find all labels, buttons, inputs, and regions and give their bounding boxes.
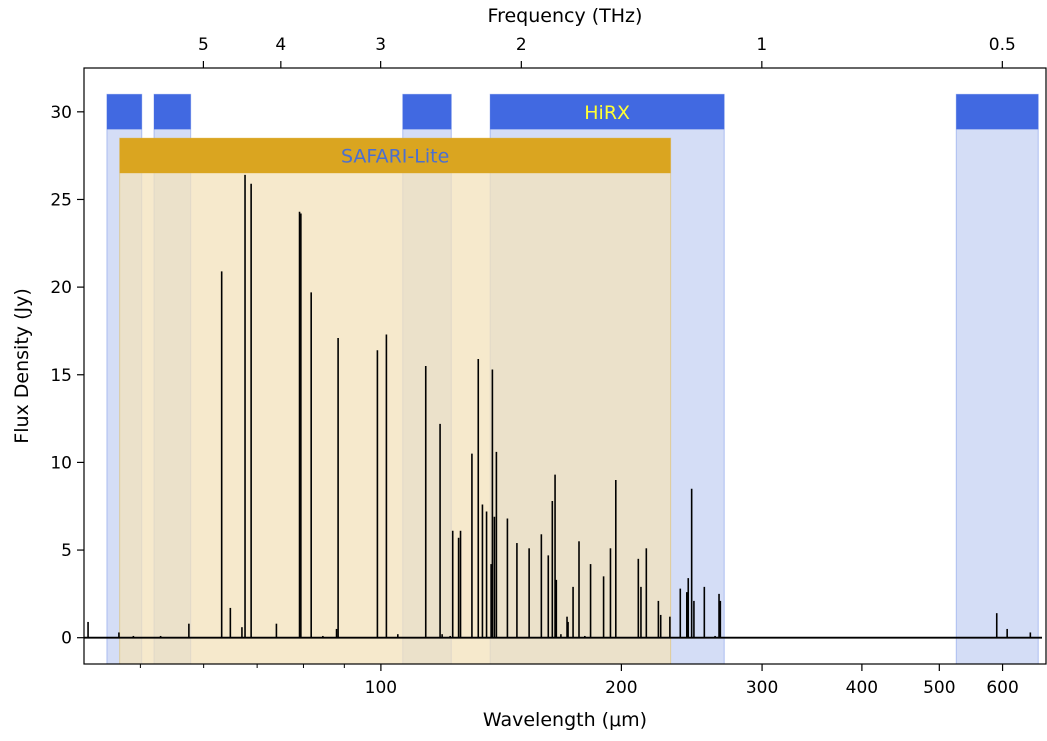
hirx-band-fill xyxy=(955,93,1039,665)
top-tick-label: 5 xyxy=(198,35,209,55)
band-label-layer: HiRX SAFARI-Lite xyxy=(341,102,630,168)
top-tick-label: 4 xyxy=(275,35,286,55)
x-tick-label: 300 xyxy=(746,678,778,698)
x-tick-label: 400 xyxy=(846,678,878,698)
hirx-band-bar xyxy=(402,94,452,130)
top-axis-label: Frequency (THz) xyxy=(488,5,643,27)
y-tick-label: 25 xyxy=(50,190,72,210)
hirx-band-label: HiRX xyxy=(584,102,630,124)
plot-frame xyxy=(83,67,1047,665)
safari-lite-band-bar xyxy=(119,138,671,174)
top-tick-label: 1 xyxy=(756,35,767,55)
hirx-band-bar xyxy=(153,94,191,130)
y-tick-label: 10 xyxy=(50,453,72,473)
safari-lite-band-label: SAFARI-Lite xyxy=(341,146,449,168)
x-tick-label: 600 xyxy=(986,678,1018,698)
axes-layer: 100 200 300 400 500 600 0 5 10 15 20 25 30 5 4 3 2 1 0.5 xyxy=(50,35,1018,698)
band-bar-layer xyxy=(106,94,1039,174)
top-tick-label: 2 xyxy=(516,35,527,55)
y-tick-label: 5 xyxy=(61,541,72,561)
y-tick-label: 30 xyxy=(50,103,72,123)
y-tick-label: 20 xyxy=(50,278,72,298)
y-tick-label: 0 xyxy=(61,629,72,649)
band-fill-layer xyxy=(106,93,1039,665)
y-tick-label: 15 xyxy=(50,366,72,386)
y-axis-label: Flux Density (Jy) xyxy=(11,288,33,443)
top-tick-label: 3 xyxy=(375,35,386,55)
x-axis-label: Wavelength (μm) xyxy=(483,709,647,731)
spectrum-line-layer xyxy=(84,174,1042,639)
x-tick-label: 200 xyxy=(605,678,637,698)
top-tick-label: 0.5 xyxy=(989,35,1016,55)
hirx-band-bar xyxy=(956,94,1039,130)
hirx-band-bar xyxy=(106,94,142,130)
safari-lite-band-fill xyxy=(119,137,672,665)
hirx-band-bar xyxy=(490,94,725,130)
x-tick-label: 100 xyxy=(365,678,397,698)
x-tick-label: 500 xyxy=(923,678,955,698)
